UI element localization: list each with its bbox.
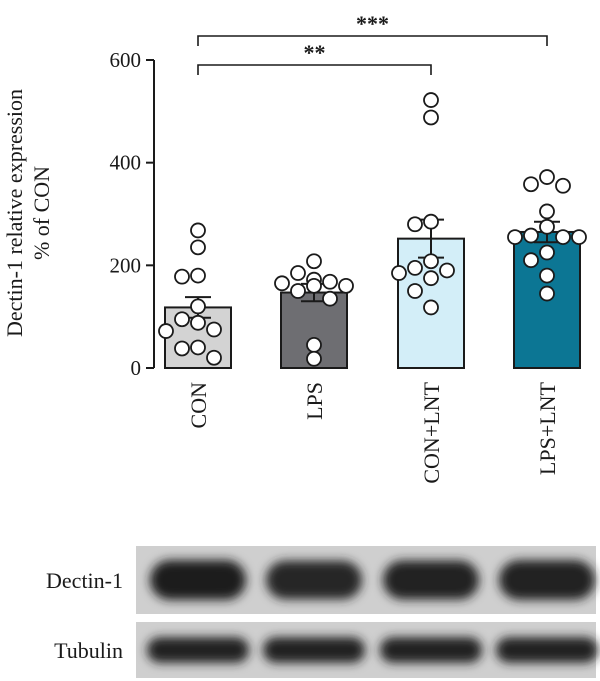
significance-label-0: *** — [356, 11, 389, 36]
point-0-7 — [206, 321, 222, 338]
y-tick-label-2: 400 — [110, 151, 142, 175]
blot-band-0-2 — [383, 560, 479, 600]
western-blot: Dectin-1 Tubulin — [46, 546, 598, 678]
point-3-4 — [539, 218, 555, 235]
point-3-5 — [523, 227, 539, 244]
point-0-0 — [190, 222, 206, 239]
blot-band-1-1 — [263, 637, 365, 663]
point-2-9 — [407, 283, 423, 299]
point-1-8 — [322, 290, 338, 307]
category-label-3: LPS+LNT — [535, 381, 560, 475]
category-labels: CON LPS CON+LNT LPS+LNT — [186, 381, 560, 483]
point-1-10 — [306, 350, 322, 367]
point-1-9 — [306, 336, 322, 353]
point-1-4 — [274, 275, 290, 292]
point-0-3 — [174, 268, 190, 285]
y-axis-title-line1: Dectin-1 relative expression — [2, 89, 27, 337]
blot-band-0-0 — [150, 560, 246, 600]
point-2-7 — [391, 265, 407, 281]
point-2-8 — [423, 270, 439, 287]
blot-label-1: Tubulin — [54, 638, 123, 663]
point-3-0 — [539, 169, 555, 185]
y-tick-label-0: 0 — [131, 356, 142, 380]
point-0-1 — [190, 239, 206, 256]
point-1-1 — [290, 265, 306, 281]
point-3-2 — [555, 177, 571, 194]
point-3-8 — [571, 229, 587, 246]
y-tick-label-3: 600 — [110, 48, 142, 72]
point-3-3 — [539, 203, 555, 220]
y-tick-label-1: 200 — [110, 253, 142, 277]
error-bars — [185, 218, 560, 319]
point-1-7 — [290, 283, 306, 299]
point-0-9 — [190, 339, 206, 356]
point-0-4 — [190, 298, 206, 315]
category-label-0: CON — [186, 382, 211, 429]
point-1-0 — [306, 253, 322, 270]
point-2-0 — [423, 92, 439, 108]
point-0-2 — [190, 267, 206, 284]
category-label-1: LPS — [302, 382, 327, 420]
significance-brackets: ***** — [197, 11, 548, 75]
category-label-2: CON+LNT — [419, 381, 444, 483]
point-2-2 — [423, 213, 439, 230]
point-0-11 — [206, 349, 222, 366]
point-2-1 — [423, 109, 439, 126]
bars — [164, 230, 581, 370]
point-3-7 — [507, 229, 523, 246]
point-0-8 — [158, 323, 174, 339]
point-1-5 — [338, 277, 354, 294]
point-1-3 — [322, 273, 338, 290]
point-2-10 — [423, 299, 439, 316]
blot-band-1-3 — [496, 637, 598, 663]
point-3-6 — [555, 229, 571, 246]
y-axis-title-line2: % of CON — [29, 166, 54, 260]
blot-label-0: Dectin-1 — [46, 568, 123, 593]
point-3-1 — [523, 176, 539, 193]
point-2-6 — [439, 262, 455, 279]
point-1-6 — [306, 277, 322, 294]
point-3-10 — [523, 252, 539, 269]
point-0-5 — [174, 311, 190, 328]
significance-bracket-1 — [197, 64, 432, 75]
blot-band-0-3 — [499, 560, 595, 600]
data-points — [158, 92, 587, 367]
blot-band-0-1 — [266, 560, 362, 600]
y-axis-title: Dectin-1 relative expression % of CON — [2, 89, 54, 337]
point-2-5 — [407, 259, 423, 276]
point-3-11 — [539, 267, 555, 284]
point-2-3 — [407, 216, 423, 233]
point-3-12 — [539, 285, 555, 302]
point-2-4 — [423, 253, 439, 270]
blot-band-1-0 — [147, 637, 249, 663]
point-0-6 — [190, 314, 206, 331]
significance-label-1: ** — [304, 40, 326, 65]
blot-band-1-2 — [380, 637, 482, 663]
point-3-9 — [539, 244, 555, 261]
point-0-10 — [174, 340, 190, 357]
significance-bracket-0 — [197, 35, 548, 46]
y-axis-ticks: 0 200 400 600 — [110, 48, 154, 380]
